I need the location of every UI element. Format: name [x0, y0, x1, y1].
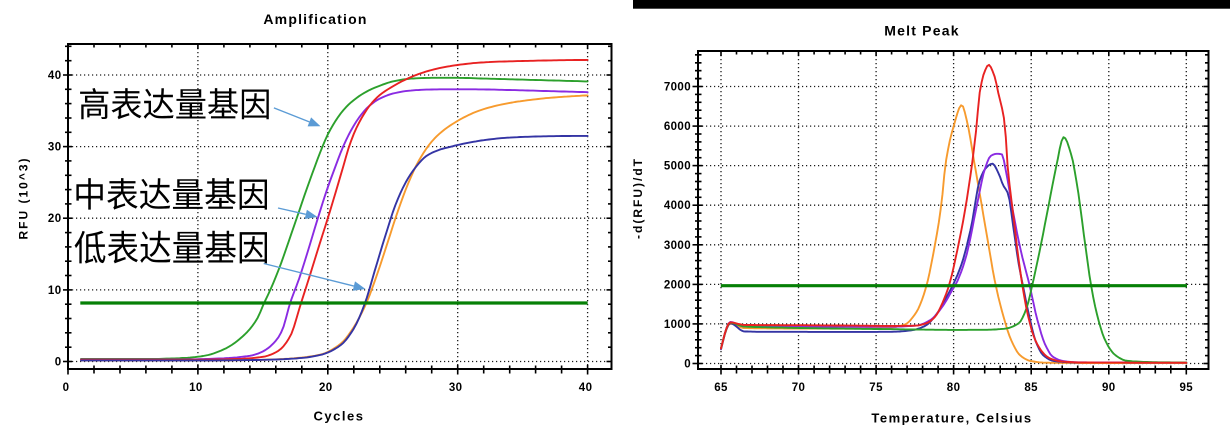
svg-text:Temperature, Celsius: Temperature, Celsius [871, 411, 1032, 426]
svg-text:75: 75 [869, 382, 883, 394]
svg-text:90: 90 [1102, 382, 1116, 394]
svg-text:95: 95 [1180, 382, 1194, 394]
svg-text:4000: 4000 [664, 200, 691, 212]
svg-text:Melt Peak: Melt Peak [884, 23, 959, 39]
svg-text:40: 40 [48, 70, 62, 82]
svg-text:30: 30 [48, 142, 62, 154]
svg-text:10: 10 [189, 382, 203, 394]
svg-text:65: 65 [714, 382, 728, 394]
svg-text:20: 20 [319, 382, 333, 394]
svg-text:3000: 3000 [664, 240, 691, 252]
svg-text:1000: 1000 [664, 319, 691, 331]
svg-text:6000: 6000 [664, 121, 691, 133]
svg-text:-d(RFU)/dT: -d(RFU)/dT [631, 157, 645, 239]
svg-text:30: 30 [449, 382, 463, 394]
svg-text:40: 40 [579, 382, 593, 394]
svg-text:5000: 5000 [664, 161, 691, 173]
svg-text:Amplification: Amplification [263, 11, 367, 27]
svg-text:20: 20 [48, 213, 62, 225]
svg-text:0: 0 [684, 359, 691, 371]
svg-text:2000: 2000 [664, 279, 691, 291]
svg-text:10: 10 [48, 285, 62, 297]
svg-text:0: 0 [55, 357, 62, 369]
svg-text:70: 70 [792, 382, 806, 394]
svg-text:Cycles: Cycles [314, 409, 365, 424]
svg-text:RFU (10^3): RFU (10^3) [17, 156, 31, 239]
svg-text:7000: 7000 [664, 82, 691, 94]
svg-text:85: 85 [1024, 382, 1038, 394]
svg-text:0: 0 [63, 382, 70, 394]
svg-text:80: 80 [947, 382, 961, 394]
